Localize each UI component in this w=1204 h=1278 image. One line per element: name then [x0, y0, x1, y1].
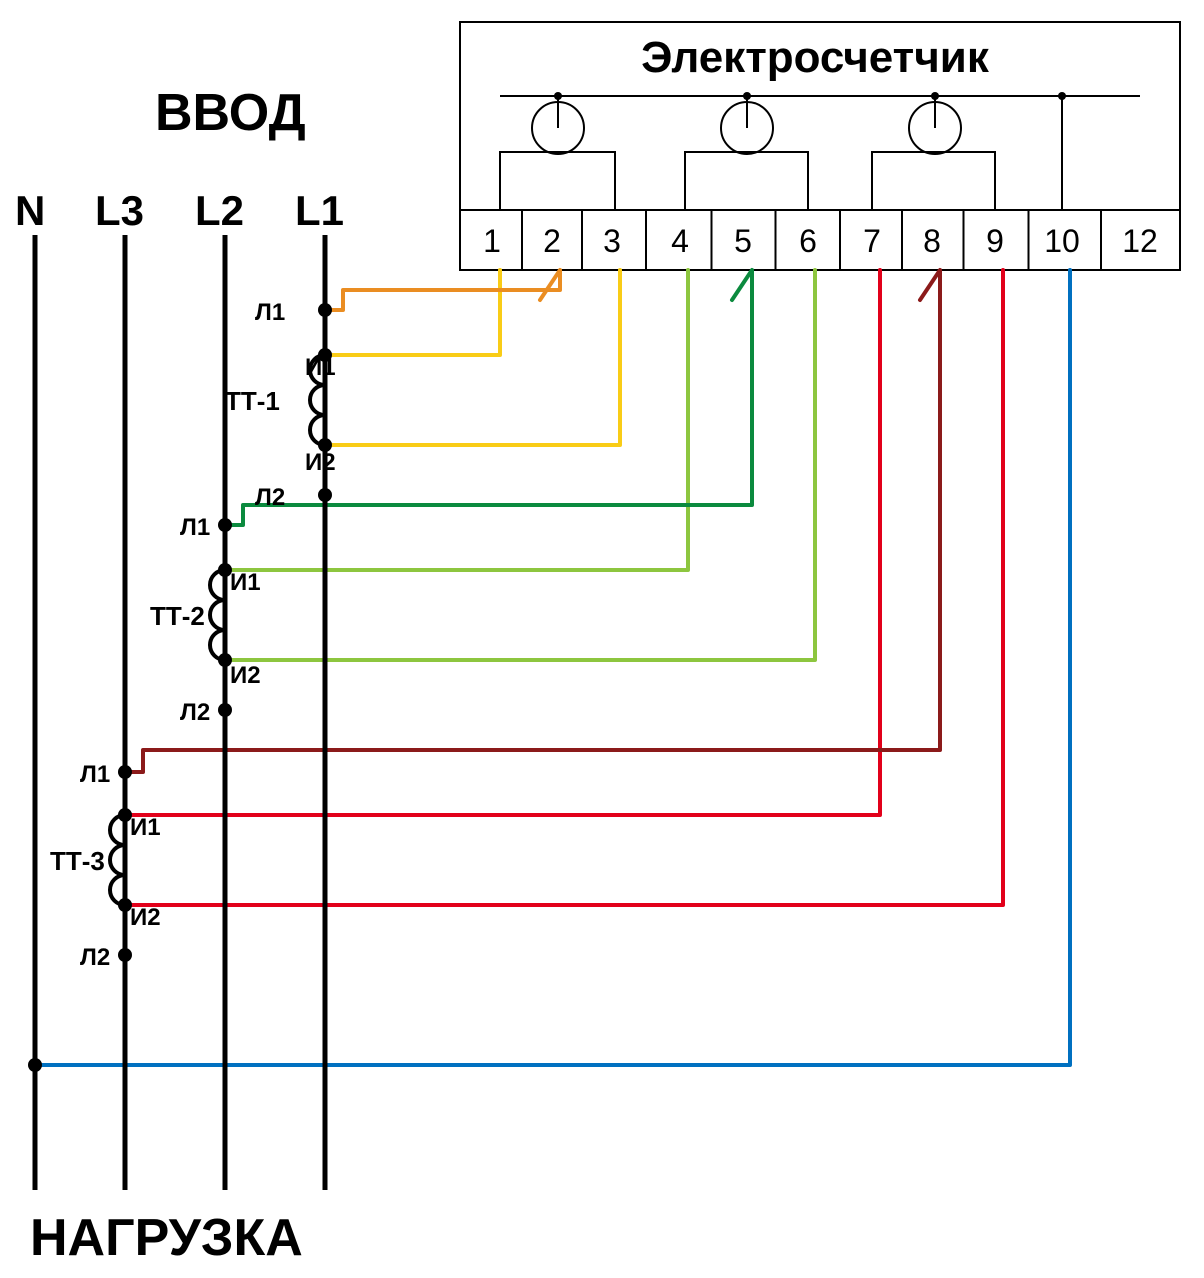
- label-input: ВВОД: [155, 84, 306, 142]
- terminal-12-label: 12: [1122, 223, 1158, 259]
- terminal-6-label: 6: [799, 223, 817, 259]
- terminal-1-label: 1: [483, 223, 501, 259]
- label-tt1_i2: И2: [305, 449, 336, 476]
- label-tt2_i1: И1: [230, 569, 261, 596]
- neutral-tap-dot: [28, 1058, 42, 1072]
- label-N: N: [15, 187, 45, 234]
- label-L3: L3: [95, 187, 144, 234]
- label-tt2: ТТ-2: [150, 601, 205, 631]
- label-meter: Электросчетчик: [641, 33, 990, 82]
- label-tt3_l2: Л2: [80, 944, 110, 971]
- label-tt1_i1: И1: [305, 354, 336, 381]
- label-tt3_i2: И2: [130, 904, 161, 931]
- label-tt2_l2: Л2: [180, 699, 210, 726]
- terminal-9-label: 9: [986, 223, 1004, 259]
- label-tt3: ТТ-3: [50, 846, 105, 876]
- terminal-8-label: 8: [923, 223, 941, 259]
- wiring-diagram-svg: 1234567891012ВВОДНАГРУЗКАЭлектросчетчикN…: [0, 0, 1204, 1278]
- terminal-5-label: 5: [734, 223, 752, 259]
- terminal-4-label: 4: [671, 223, 689, 259]
- label-tt3_i1: И1: [130, 814, 161, 841]
- terminal-3-label: 3: [603, 223, 621, 259]
- terminal-7-label: 7: [863, 223, 881, 259]
- label-load: НАГРУЗКА: [30, 1209, 303, 1267]
- label-L2: L2: [195, 187, 244, 234]
- terminal-10-label: 10: [1044, 223, 1080, 259]
- label-tt1_l1: Л1: [255, 299, 285, 326]
- label-tt1: ТТ-1: [225, 386, 280, 416]
- label-tt1_l2: Л2: [255, 484, 285, 511]
- label-tt2_i2: И2: [230, 662, 261, 689]
- label-L1: L1: [295, 187, 344, 234]
- label-tt2_l1: Л1: [180, 514, 210, 541]
- label-tt3_l1: Л1: [80, 761, 110, 788]
- terminal-2-label: 2: [543, 223, 561, 259]
- diagram-root: 1234567891012ВВОДНАГРУЗКАЭлектросчетчикN…: [0, 0, 1204, 1278]
